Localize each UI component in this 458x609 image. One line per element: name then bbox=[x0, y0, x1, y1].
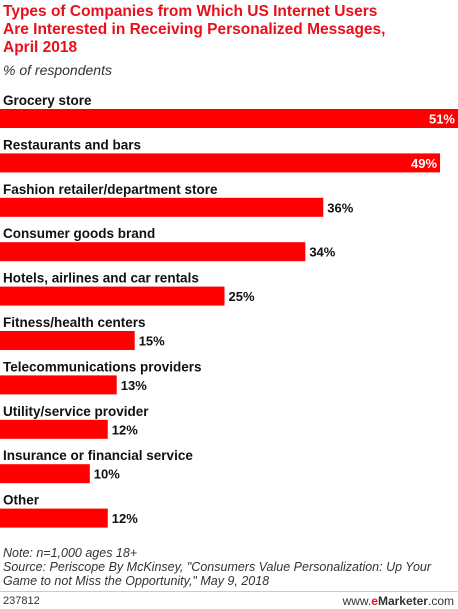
source-text-line: Game to not Miss the Opportunity," May 9… bbox=[3, 574, 270, 588]
chart-notes: Note: n=1,000 ages 18+ Source: Periscope… bbox=[3, 546, 455, 588]
bar bbox=[0, 419, 108, 439]
category-label: Insurance or financial service bbox=[3, 448, 193, 463]
value-label: 10% bbox=[94, 467, 120, 482]
value-label: 13% bbox=[121, 378, 147, 393]
bar bbox=[0, 153, 441, 173]
bar-chart: Grocery store 51% Restaurants and bars 49% F… bbox=[0, 93, 458, 528]
title-line: Are Interested in Receiving Personalized… bbox=[3, 21, 386, 38]
value-label: 51% bbox=[429, 112, 455, 127]
bar bbox=[0, 197, 324, 217]
chart-subtitle: % of respondents bbox=[3, 62, 112, 78]
bar bbox=[0, 508, 108, 528]
title-line: Types of Companies from Which US Interne… bbox=[3, 3, 378, 20]
source-text-line: Source: Periscope By McKinsey, "Consumer… bbox=[3, 560, 432, 574]
value-label: 15% bbox=[139, 334, 165, 349]
chart-id: 237812 bbox=[3, 595, 40, 607]
title-line: April 2018 bbox=[3, 39, 78, 56]
category-label: Fashion retailer/department store bbox=[3, 182, 218, 197]
category-label: Restaurants and bars bbox=[3, 137, 141, 152]
bar bbox=[0, 464, 90, 484]
category-label: Fitness/health centers bbox=[3, 315, 146, 330]
category-label: Other bbox=[3, 493, 40, 508]
chart-title: Types of Companies from Which US Interne… bbox=[3, 3, 455, 57]
bar bbox=[0, 242, 306, 262]
value-label: 12% bbox=[112, 422, 138, 437]
bar bbox=[0, 375, 117, 395]
category-label: Grocery store bbox=[3, 93, 92, 108]
note-text: Note: n=1,000 ages 18+ bbox=[3, 546, 138, 560]
brand-main: Marketer bbox=[377, 594, 428, 608]
value-label: 36% bbox=[327, 200, 353, 215]
bar bbox=[0, 109, 458, 128]
brand-link[interactable]: www.eMarketer.com bbox=[343, 594, 454, 608]
brand-prefix: www. bbox=[342, 594, 372, 608]
value-label: 34% bbox=[309, 245, 335, 260]
bar bbox=[0, 286, 225, 306]
bar bbox=[0, 331, 135, 350]
value-label: 25% bbox=[229, 289, 255, 304]
brand-e: e bbox=[371, 594, 378, 608]
category-label: Utility/service provider bbox=[3, 404, 149, 419]
brand-suffix: .com bbox=[427, 594, 454, 608]
value-label: 12% bbox=[112, 511, 138, 526]
category-label: Telecommunications providers bbox=[3, 359, 202, 374]
footer: 237812 www.eMarketer.com bbox=[0, 591, 458, 609]
category-label: Consumer goods brand bbox=[3, 226, 155, 241]
category-label: Hotels, airlines and car rentals bbox=[3, 271, 199, 286]
value-label: 49% bbox=[411, 156, 437, 171]
